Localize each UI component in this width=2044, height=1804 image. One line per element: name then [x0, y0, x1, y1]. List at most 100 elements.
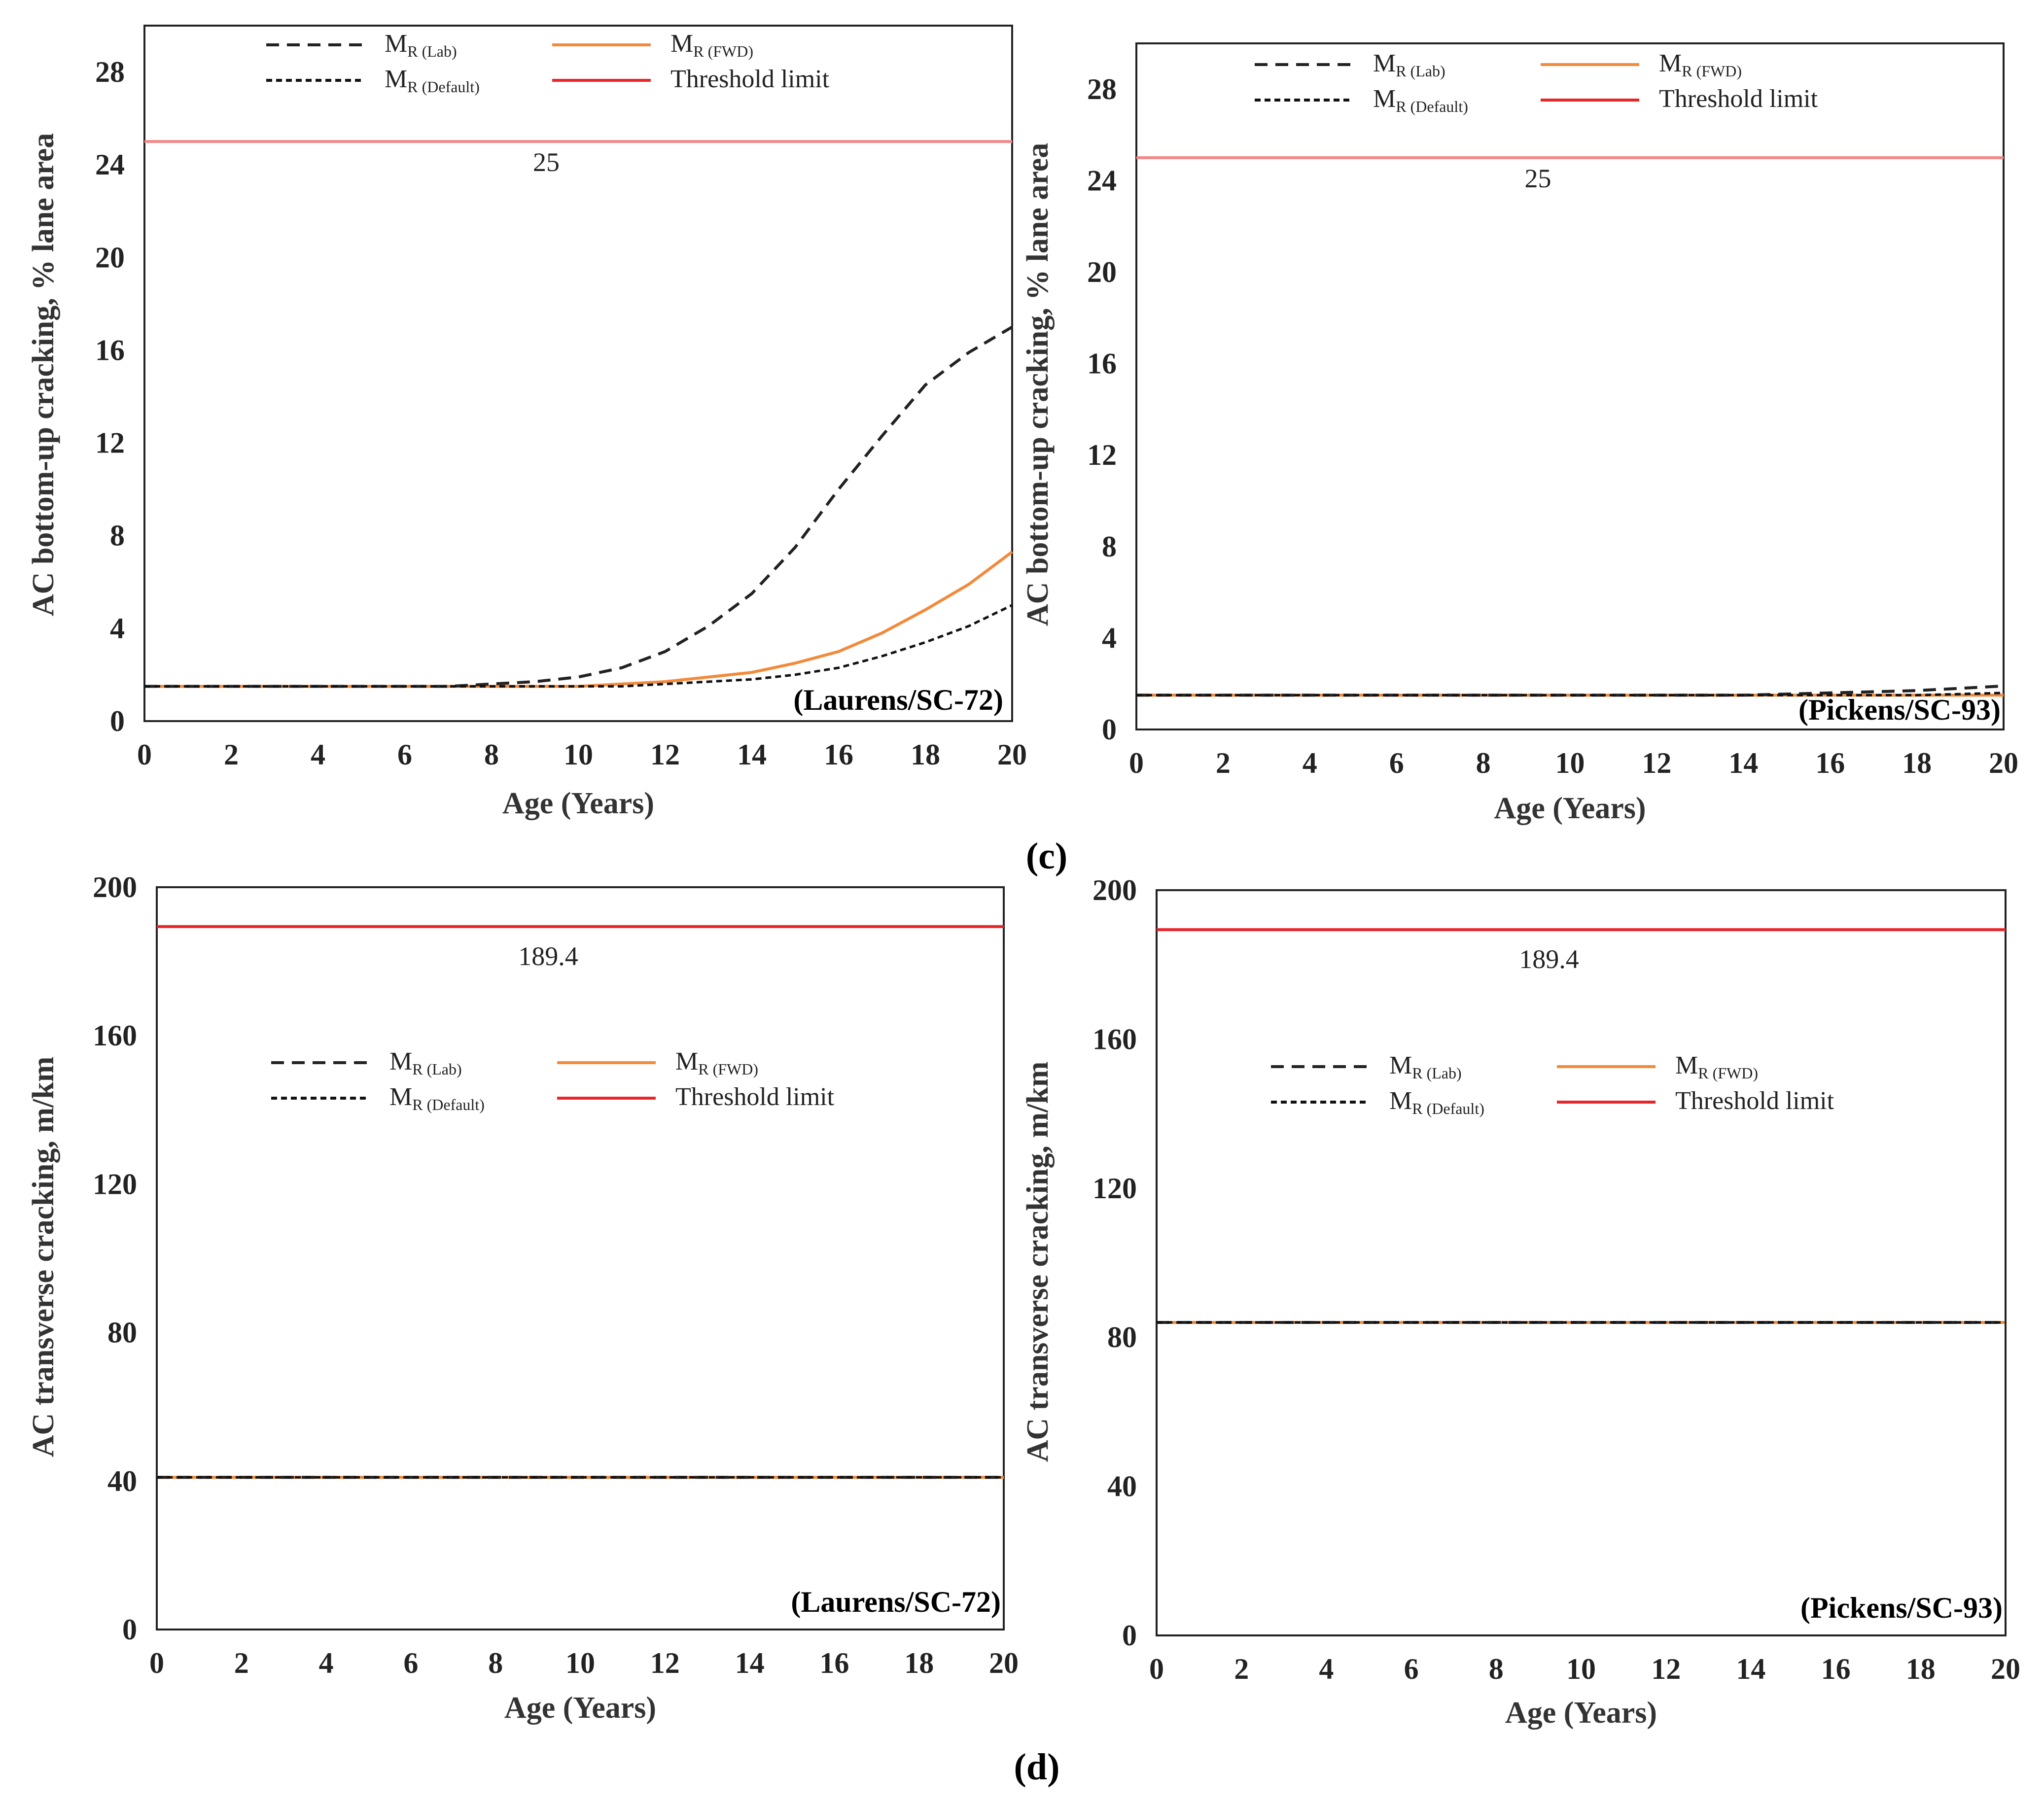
legend-label-subscript: R (Lab)	[1412, 1064, 1461, 1082]
threshold-value-label: 25	[533, 147, 560, 177]
x-axis-title: Age (Years)	[1505, 1696, 1657, 1730]
y-tick-label: 0	[1102, 713, 1117, 746]
legend-label-subscript: R (FWD)	[1698, 1064, 1758, 1082]
x-tick-label: 20	[989, 1647, 1019, 1679]
legend-label-subscript: R (Default)	[407, 78, 480, 96]
threshold-value-label: 189.4	[1519, 944, 1579, 974]
legend-label-default: MR (Default)	[1389, 1087, 1484, 1117]
x-tick-label: 0	[1149, 1653, 1164, 1685]
y-axis-title: AC transverse cracking, m/km	[27, 1057, 60, 1457]
x-tick-label: 20	[997, 738, 1027, 771]
y-tick-label: 160	[93, 1019, 137, 1052]
y-tick-label: 20	[95, 241, 125, 274]
x-tick-label: 10	[565, 1647, 595, 1679]
x-tick-label: 14	[737, 738, 767, 771]
x-tick-label: 2	[1216, 747, 1231, 779]
x-tick-label: 14	[735, 1647, 765, 1679]
series-line-lab	[144, 325, 1013, 688]
x-tick-label: 20	[1991, 1653, 2020, 1685]
x-tick-label: 16	[1815, 747, 1845, 779]
y-tick-label: 24	[95, 148, 125, 181]
legend-label-lab: MR (Lab)	[385, 30, 457, 60]
y-tick-label: 160	[1092, 1023, 1137, 1055]
legend-label-main: M	[1389, 1087, 1412, 1115]
legend: MR (Lab) MR (FWD)MR (Default) Threshold li…	[271, 1047, 835, 1113]
x-axis-title: Age (Years)	[504, 1691, 656, 1725]
y-axis-title: AC bottom-up cracking, % lane area	[1021, 143, 1055, 626]
y-tick-label: 28	[1087, 73, 1117, 105]
site-label: (Pickens/SC-93)	[1800, 1592, 2003, 1624]
legend-label-main: M	[389, 1083, 412, 1111]
x-tick-label: 10	[564, 738, 593, 771]
legend-label-thr: Threshold limit	[670, 65, 830, 93]
legend-label-thr: Threshold limit	[1659, 85, 1818, 113]
y-tick-label: 16	[95, 334, 125, 366]
x-tick-label: 12	[650, 1647, 680, 1679]
panel-label-d: (d)	[1014, 1746, 1060, 1788]
x-tick-label: 16	[1821, 1653, 1851, 1685]
y-tick-label: 120	[1092, 1172, 1137, 1205]
x-tick-label: 10	[1555, 747, 1585, 779]
plot-frame	[156, 886, 1005, 1631]
x-tick-label: 16	[819, 1647, 849, 1679]
x-tick-label: 6	[1404, 1653, 1419, 1685]
x-tick-label: 2	[224, 738, 239, 771]
x-tick-label: 18	[904, 1647, 934, 1679]
legend-label-main: M	[1659, 49, 1682, 77]
legend: MR (Lab) MR (FWD)MR (Default) Threshold li…	[1271, 1051, 1834, 1117]
plot-frame	[1135, 42, 2005, 730]
y-tick-label: 24	[1087, 164, 1117, 197]
y-axis-title: AC bottom-up cracking, % lane area	[27, 133, 60, 616]
legend-label-default: MR (Default)	[1373, 85, 1468, 115]
legend-label-subscript: R (FWD)	[693, 42, 753, 60]
legend-label-lab: MR (Lab)	[389, 1047, 462, 1078]
y-tick-label: 40	[107, 1465, 137, 1497]
x-tick-label: 4	[1319, 1653, 1334, 1685]
threshold-value-label: 189.4	[518, 941, 578, 971]
legend-label-lab: MR (Lab)	[1389, 1051, 1462, 1082]
y-tick-label: 16	[1087, 347, 1117, 380]
plot-frame	[143, 25, 1013, 722]
series-line-fwd	[144, 551, 1013, 688]
legend-label-main: M	[1675, 1051, 1698, 1079]
x-tick-label: 12	[1642, 747, 1671, 779]
y-tick-label: 12	[1087, 439, 1117, 471]
x-tick-label: 0	[137, 738, 152, 771]
site-label: (Laurens/SC-72)	[791, 1586, 1001, 1618]
series-line-default	[144, 604, 1013, 688]
legend-label-default: MR (Default)	[385, 65, 480, 96]
legend-label-thr: Threshold limit	[675, 1083, 835, 1111]
x-tick-label: 12	[650, 738, 680, 771]
y-tick-label: 4	[110, 612, 125, 645]
legend-label-fwd: MR (FWD)	[670, 30, 753, 60]
y-tick-label: 12	[95, 427, 125, 459]
x-tick-label: 4	[311, 738, 325, 771]
x-tick-label: 6	[1389, 747, 1404, 779]
legend-label-subscript: R (FWD)	[1682, 62, 1742, 80]
series-line-default	[1136, 692, 2004, 696]
legend-label-subscript: R (FWD)	[698, 1060, 758, 1078]
x-tick-label: 0	[149, 1647, 164, 1679]
x-tick-label: 10	[1566, 1653, 1596, 1685]
x-tick-label: 8	[488, 1647, 503, 1679]
x-tick-label: 4	[319, 1647, 334, 1679]
legend-label-subscript: R (Default)	[1396, 98, 1468, 115]
y-tick-label: 0	[122, 1613, 137, 1646]
legend-label-subscript: R (Default)	[412, 1096, 485, 1113]
y-tick-label: 20	[1087, 256, 1117, 288]
legend-label-subscript: R (Lab)	[1396, 62, 1445, 80]
x-tick-label: 8	[1489, 1653, 1504, 1685]
x-tick-label: 0	[1129, 747, 1144, 779]
legend-label-main: M	[675, 1047, 698, 1075]
x-tick-label: 14	[1736, 1653, 1765, 1685]
y-tick-label: 28	[95, 56, 125, 88]
legend-label-thr: Threshold limit	[1675, 1087, 1834, 1115]
x-tick-label: 16	[824, 738, 853, 771]
site-label: (Laurens/SC-72)	[793, 684, 1003, 716]
threshold-value-label: 25	[1525, 164, 1551, 193]
panel-label-c: (c)	[1026, 835, 1067, 877]
y-tick-label: 40	[1107, 1470, 1137, 1503]
